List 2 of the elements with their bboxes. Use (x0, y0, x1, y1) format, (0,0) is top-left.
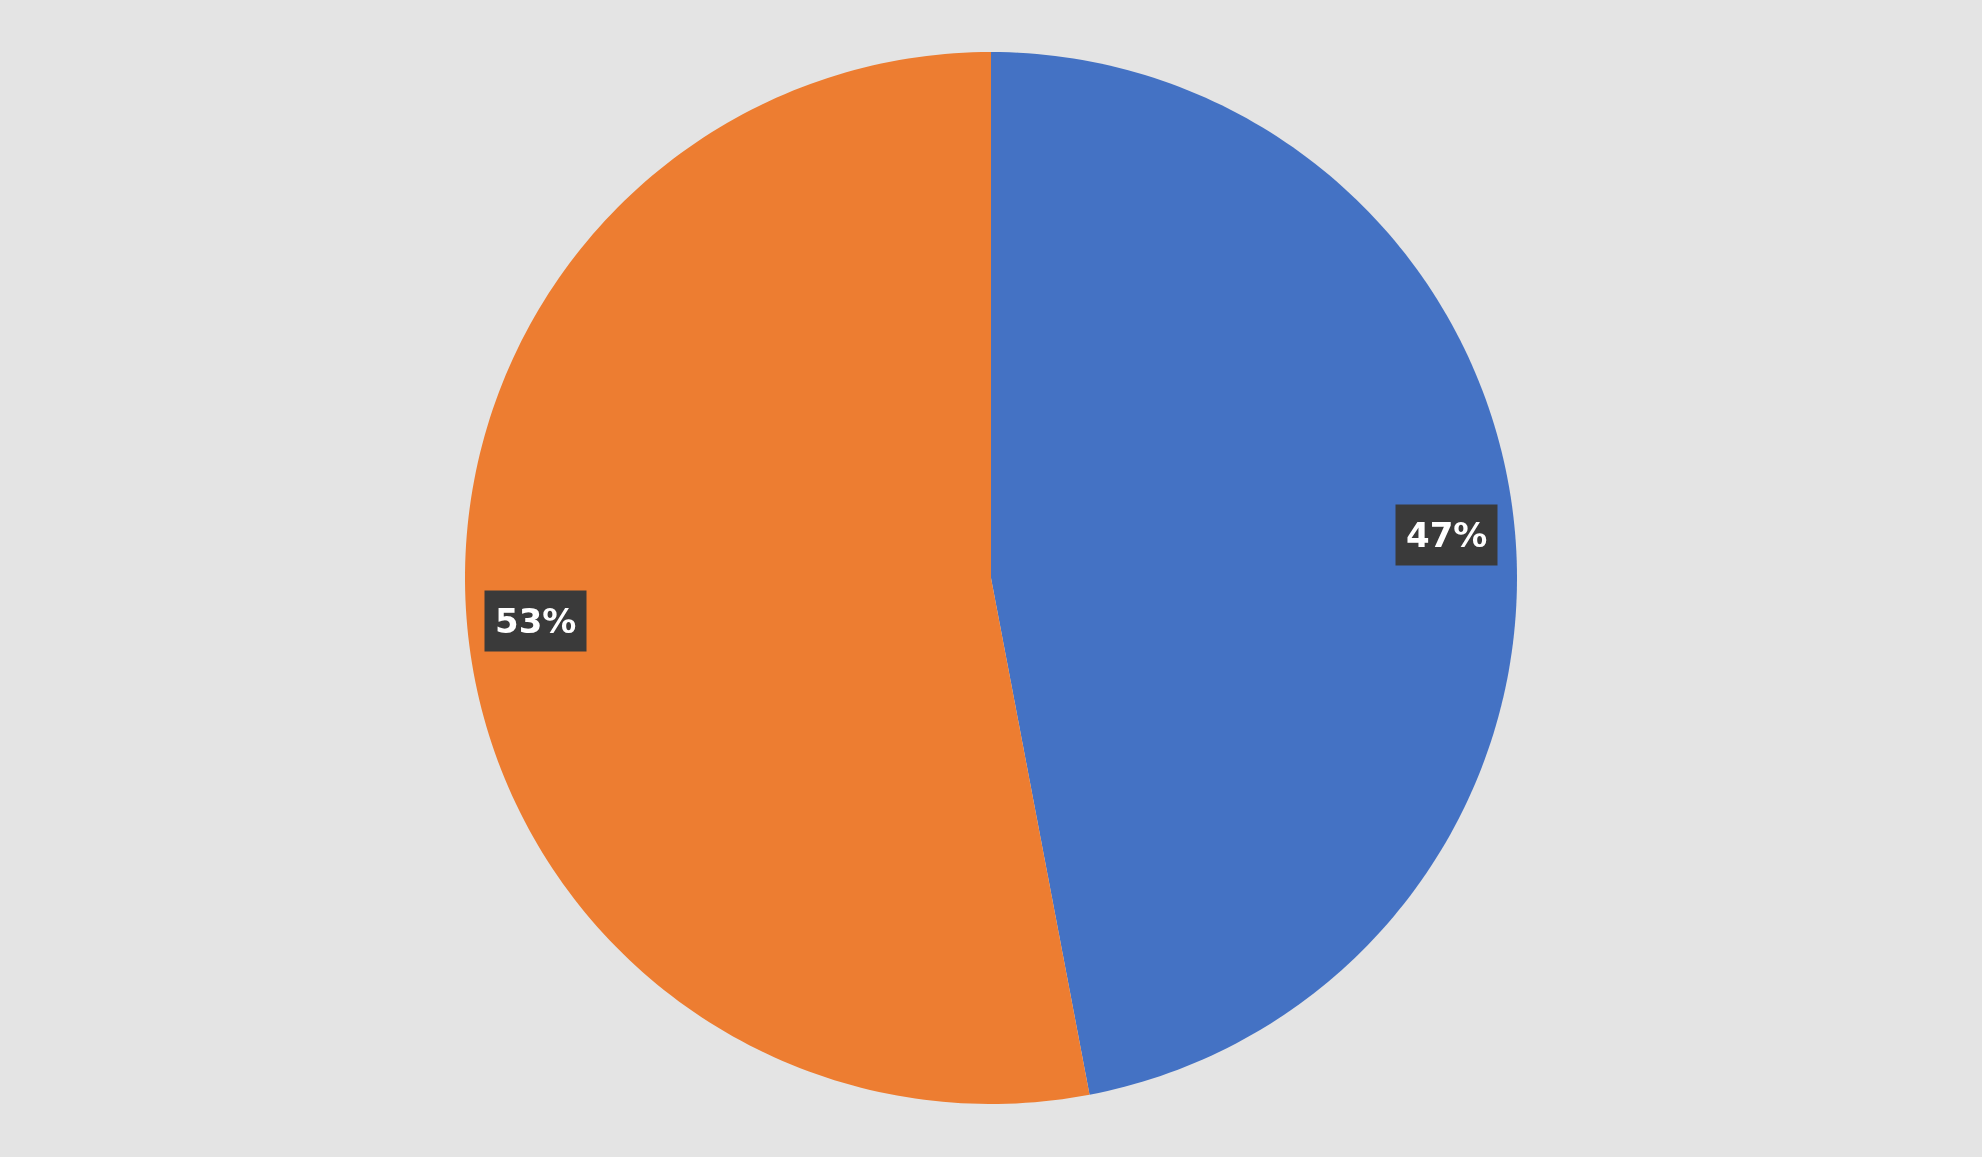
data-label: 47% (1406, 515, 1488, 555)
data-label: 53% (495, 601, 577, 641)
